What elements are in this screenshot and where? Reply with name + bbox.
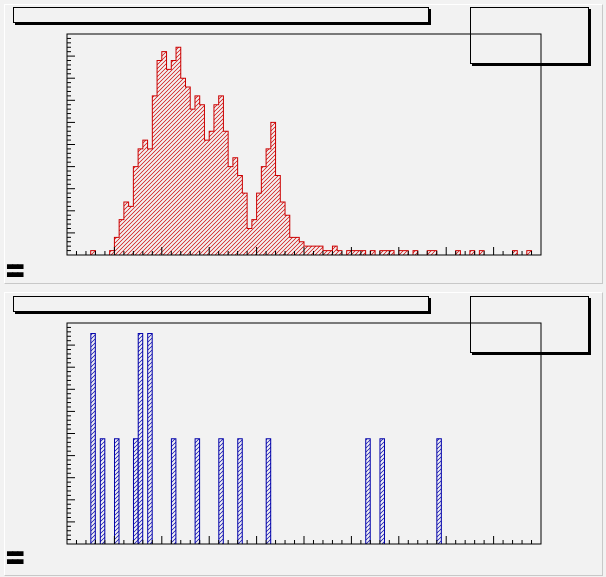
- bottom-histogram-bar: [170, 438, 177, 545]
- bottom-histogram-bar: [436, 438, 442, 545]
- top-axis-label-overlap: ▄▄▄ ▄▄▄: [7, 260, 24, 277]
- top-histogram-series: [67, 46, 541, 256]
- top-histogram-chart: [66, 33, 542, 256]
- bottom-title-box: [13, 296, 429, 312]
- bottom-histogram-pad: ▄▄▄ ▄▄▄: [4, 292, 603, 576]
- bottom-histogram-bar: [218, 438, 224, 545]
- top-title-box: [13, 7, 429, 23]
- bottom-axis-label-overlap: ▄▄▄ ▄▄▄: [7, 547, 24, 564]
- bottom-histogram-bar: [147, 333, 153, 545]
- bottom-histogram-bar: [99, 438, 106, 545]
- bottom-stats-box: [470, 296, 589, 353]
- bottom-histogram-bar: [137, 333, 144, 545]
- bottom-histogram-bar: [379, 438, 385, 545]
- bottom-histogram-bar: [90, 333, 96, 545]
- bottom-histogram-bar: [114, 438, 120, 545]
- bottom-histogram-bar: [132, 438, 139, 545]
- bottom-histogram-bar: [365, 438, 371, 545]
- top-stats-box: [470, 7, 589, 64]
- top-histogram-pad: ▄▄▄ ▄▄▄: [4, 4, 603, 284]
- bottom-histogram-bar: [194, 438, 201, 545]
- bottom-histogram-bar: [237, 438, 243, 545]
- bottom-histogram-chart: [66, 322, 542, 545]
- bottom-histogram-bar: [265, 438, 272, 545]
